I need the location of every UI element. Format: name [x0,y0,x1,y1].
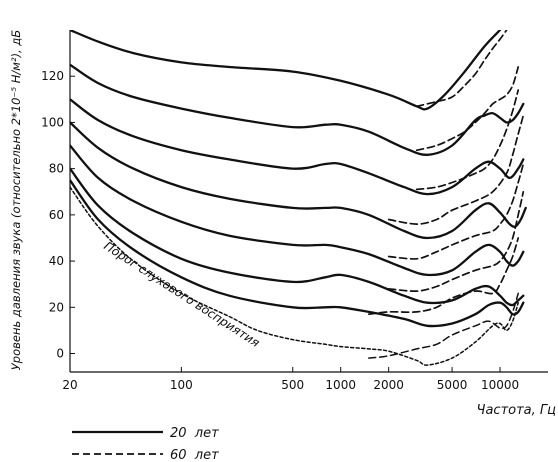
x-tick-label: 500 [281,378,304,392]
curve-20-4 [70,144,525,277]
x-tick-label: 100 [170,378,193,392]
curve-20-1 [70,63,525,156]
curve-60-9 [415,89,520,191]
curve-20-5 [70,167,525,307]
legend: 20 лет 60 лет [72,426,219,462]
curve-60-12 [387,190,525,292]
y-tick-label: 40 [49,254,64,268]
y-axis-label: Уровень давления звука (относительно 2*1… [9,30,23,371]
curve-20-3 [70,121,527,240]
y-tick-label: 60 [49,208,64,222]
curve-60-11 [387,163,525,260]
curve-60-13 [367,237,520,316]
x-axis-label: Частота, Гц [477,403,557,418]
curve-20-2 [70,98,525,196]
y-tick-label: 0 [56,347,64,361]
x-tick-label: 5000 [437,378,468,392]
tick-labels: 0 20 40 60 80 100 120 20 100 500 1000 2000 5000 10000 [41,69,519,392]
y-tick-label: 100 [41,115,64,129]
curve-threshold-14 [70,186,519,366]
legend-label-60: 60 лет [170,448,219,462]
x-tick-label: 2000 [373,378,404,392]
curve-20-6 [70,179,525,328]
y-tick-label: 80 [49,162,64,176]
curve-20-0 [70,30,502,111]
curves [70,30,527,366]
x-tick-label: 20 [62,378,77,392]
curve-60-8 [415,66,520,152]
curve-threshold-15 [368,292,519,359]
curve-60-7 [415,30,508,108]
axes [69,30,548,373]
x-tick-label: 1000 [325,378,356,392]
legend-label-20: 20 лет [170,426,219,441]
y-tick-label: 120 [41,69,64,83]
x-tick-label: 10000 [481,378,519,392]
curve-60-10 [387,114,525,225]
threshold-annotation: Порог слухового восприятия [101,239,262,350]
y-tick-label: 20 [49,300,64,314]
